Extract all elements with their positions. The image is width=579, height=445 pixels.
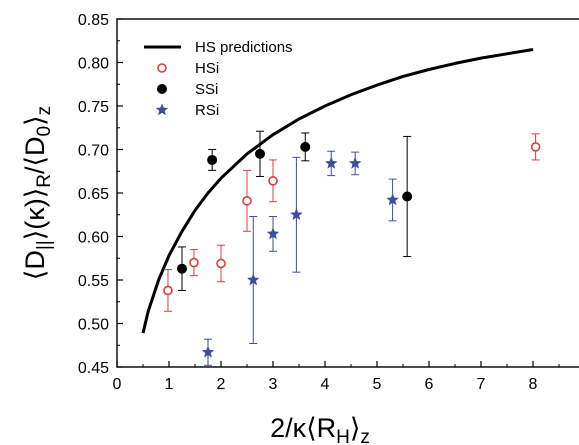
data-point	[348, 156, 362, 169]
data-point	[216, 258, 226, 269]
data-point	[246, 273, 260, 286]
y-axis-title: ⟨D||⟩(κ)⟩R/⟨D0⟩z	[20, 106, 55, 280]
data-point	[266, 227, 280, 240]
legend-label: HS predictions	[195, 39, 293, 56]
legend-swatch	[157, 63, 167, 73]
legend-label: SSi	[195, 81, 218, 98]
plot-area	[116, 18, 579, 368]
x-tick-label: 3	[269, 376, 278, 393]
x-axis-ticks: 0123456789	[113, 361, 560, 393]
series-hsi	[163, 133, 541, 312]
data-point	[242, 196, 252, 206]
data-point	[177, 263, 187, 274]
data-point	[402, 191, 413, 202]
x-tick-label: 7	[477, 376, 486, 393]
data-point	[300, 141, 311, 152]
x-tick-label: 1	[165, 376, 174, 393]
y-tick-label: 0.85	[78, 12, 109, 29]
legend-item: HS predictions	[144, 39, 293, 56]
y-tick-label: 0.65	[78, 186, 109, 203]
data-point	[268, 176, 278, 186]
data-point	[290, 208, 303, 221]
x-tick-label: 4	[321, 376, 330, 393]
x-axis-title: 2/κ⟨RH⟩z	[270, 413, 370, 445]
legend-label: HSi	[195, 60, 219, 77]
x-tick-label: 8	[529, 376, 538, 393]
plot-frame	[116, 18, 579, 368]
series-rsi	[201, 150, 399, 366]
data-point	[255, 148, 265, 159]
y-tick-label: 0.60	[78, 230, 109, 247]
data-point	[189, 257, 199, 268]
x-tick-label: 0	[113, 376, 122, 393]
series-layer	[141, 48, 541, 366]
legend-swatch	[155, 103, 169, 116]
y-tick-label: 0.55	[78, 273, 109, 290]
y-tick-label: 0.75	[78, 99, 109, 116]
x-tick-label: 2	[217, 376, 226, 393]
legend: HS predictions HSi SSi RSi	[144, 39, 293, 119]
series-ssi	[177, 130, 413, 291]
y-tick-label: 0.45	[78, 360, 109, 377]
data-point	[201, 345, 215, 358]
x-tick-label: 5	[373, 376, 382, 393]
y-tick-label: 0.50	[78, 317, 109, 334]
data-point	[386, 193, 399, 206]
axes: 0123456789 0.450.500.550.600.650.700.750…	[78, 12, 560, 393]
y-axis-ticks: 0.45 0.50 0.55 0.60 0.65 0.70 0.75 0.80 0.85	[78, 12, 123, 377]
y-tick-label: 0.80	[78, 56, 109, 73]
data-point	[163, 285, 173, 296]
legend-item: HSi	[157, 60, 219, 77]
legend-item: SSi	[157, 81, 218, 98]
legend-swatch	[157, 84, 167, 94]
data-point	[207, 154, 218, 165]
legend-label: RSi	[195, 102, 219, 119]
series-hs-predictions	[141, 48, 534, 334]
data-point	[324, 156, 338, 169]
legend-item: RSi	[155, 102, 219, 119]
x-tick-label: 6	[425, 376, 434, 393]
data-point	[530, 142, 541, 152]
y-tick-label: 0.70	[78, 143, 109, 160]
hs-prediction-curve	[141, 48, 534, 334]
